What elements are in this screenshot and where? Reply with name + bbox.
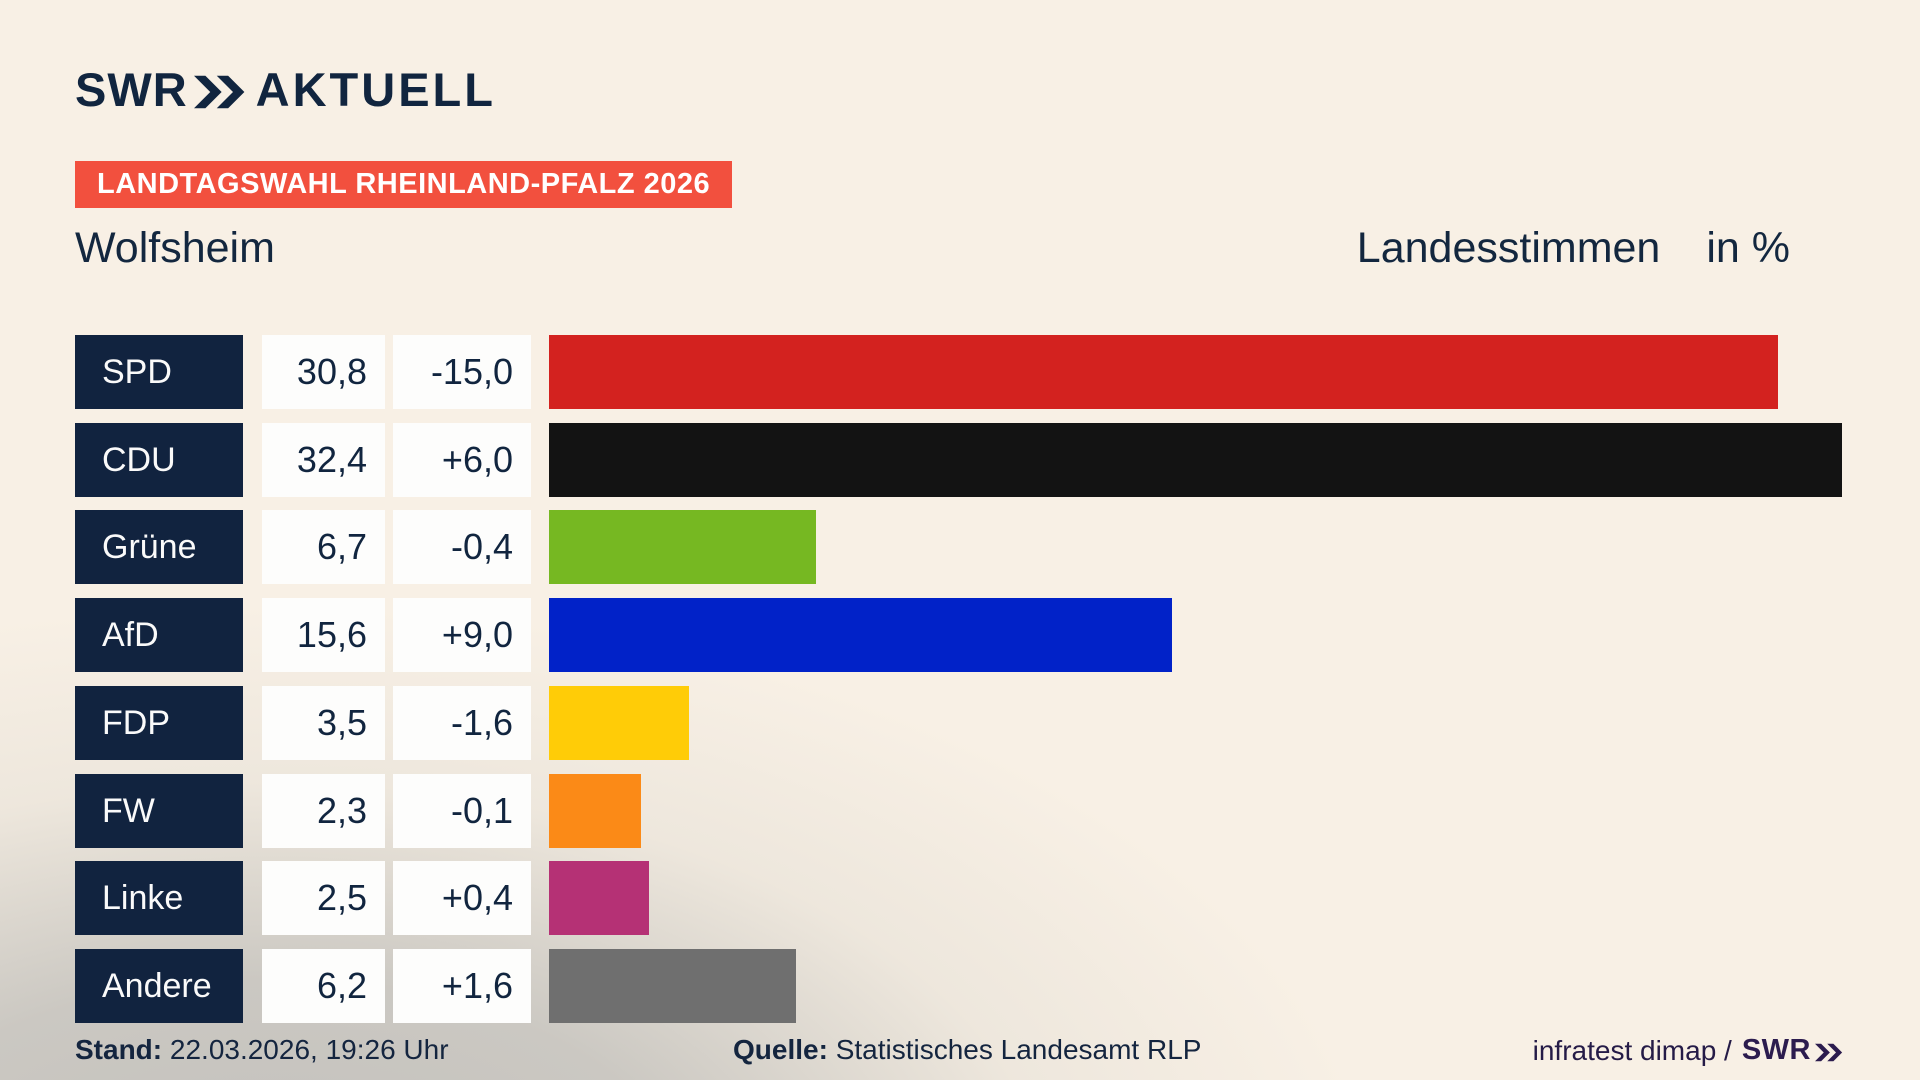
logo-suffix-text: AKTUELL — [255, 63, 496, 116]
party-row: AfD 15,6 +9,0 — [75, 598, 1870, 673]
party-value: 15,6 — [262, 598, 385, 673]
party-bar — [549, 510, 817, 585]
party-label: CDU — [75, 422, 243, 497]
bar-zone — [549, 685, 1866, 760]
swr-aktuell-logo: SWR AKTUELL — [75, 62, 496, 117]
logo-brand-text: SWR — [75, 63, 188, 116]
party-row: CDU 32,4 +6,0 — [75, 422, 1870, 497]
bar-zone — [549, 335, 1866, 409]
credit-text: infratest dimap / — [1532, 1034, 1732, 1066]
quelle-label: Quelle: — [733, 1034, 828, 1065]
party-bar — [549, 948, 797, 1023]
party-label: Andere — [75, 948, 243, 1023]
results-chart: SPD 30,8 -15,0 CDU 32,4 +6,0 Grüne 6,7 -0,4 AfD 15… — [75, 335, 1870, 1025]
swr-double-chevron-icon — [193, 75, 246, 109]
party-label: FW — [75, 773, 243, 848]
stand-label: Stand: — [75, 1034, 163, 1065]
party-value: 6,7 — [262, 510, 385, 585]
measure-label: Landesstimmen — [1356, 224, 1661, 272]
footer: Stand: 22.03.2026, 19:26 Uhr Quelle: Sta… — [0, 1034, 1920, 1074]
party-value: 2,5 — [262, 861, 385, 936]
party-row: Grüne 6,7 -0,4 — [75, 510, 1870, 585]
party-bar — [549, 685, 689, 760]
bar-zone — [549, 861, 1866, 936]
party-change: -0,4 — [393, 510, 531, 585]
party-label: Grüne — [75, 510, 243, 585]
party-change: -0,1 — [393, 773, 531, 848]
source: Quelle: Statistisches Landesamt RLP — [733, 1034, 1201, 1066]
party-value: 30,8 — [262, 335, 385, 409]
party-row: FDP 3,5 -1,6 — [75, 685, 1870, 760]
party-change: +0,4 — [393, 861, 531, 936]
party-label: SPD — [75, 335, 243, 409]
unit-label: in % — [1706, 224, 1790, 272]
party-label: AfD — [75, 598, 243, 673]
credit-brand-text: SWR — [1741, 1034, 1811, 1066]
party-bar — [549, 861, 649, 936]
timestamp: Stand: 22.03.2026, 19:26 Uhr — [75, 1034, 449, 1066]
stand-value: 22.03.2026, 19:26 Uhr — [169, 1034, 449, 1065]
party-bar — [549, 773, 641, 848]
bar-zone — [549, 773, 1866, 848]
party-value: 2,3 — [262, 773, 385, 848]
party-change: -1,6 — [393, 685, 531, 760]
party-bar — [549, 598, 1172, 673]
party-row: FW 2,3 -0,1 — [75, 773, 1870, 848]
party-change: +6,0 — [393, 422, 531, 497]
party-label: Linke — [75, 861, 243, 936]
quelle-value: Statistisches Landesamt RLP — [835, 1034, 1202, 1065]
party-bar — [549, 335, 1779, 409]
party-row: SPD 30,8 -15,0 — [75, 335, 1870, 409]
bar-zone — [549, 510, 1866, 585]
party-row: Linke 2,5 +0,4 — [75, 861, 1870, 936]
party-change: +1,6 — [393, 948, 531, 1023]
election-banner: LANDTAGSWAHL RHEINLAND-PFALZ 2026 — [75, 161, 733, 208]
party-value: 6,2 — [262, 948, 385, 1023]
region-title: Wolfsheim — [75, 224, 275, 272]
swr-footer-chevron-icon — [1815, 1043, 1843, 1062]
party-row: Andere 6,2 +1,6 — [75, 948, 1870, 1023]
party-value: 32,4 — [262, 422, 385, 497]
party-label: FDP — [75, 685, 243, 760]
bar-zone — [549, 598, 1866, 673]
bar-zone — [549, 948, 1866, 1023]
credit: infratest dimap / SWR — [1533, 1034, 1843, 1067]
party-value: 3,5 — [262, 685, 385, 760]
party-bar — [549, 422, 1843, 497]
measure-title: Landesstimmen in % — [1357, 224, 1790, 273]
party-change: -15,0 — [393, 335, 531, 409]
party-change: +9,0 — [393, 598, 531, 673]
bar-zone — [549, 422, 1866, 497]
